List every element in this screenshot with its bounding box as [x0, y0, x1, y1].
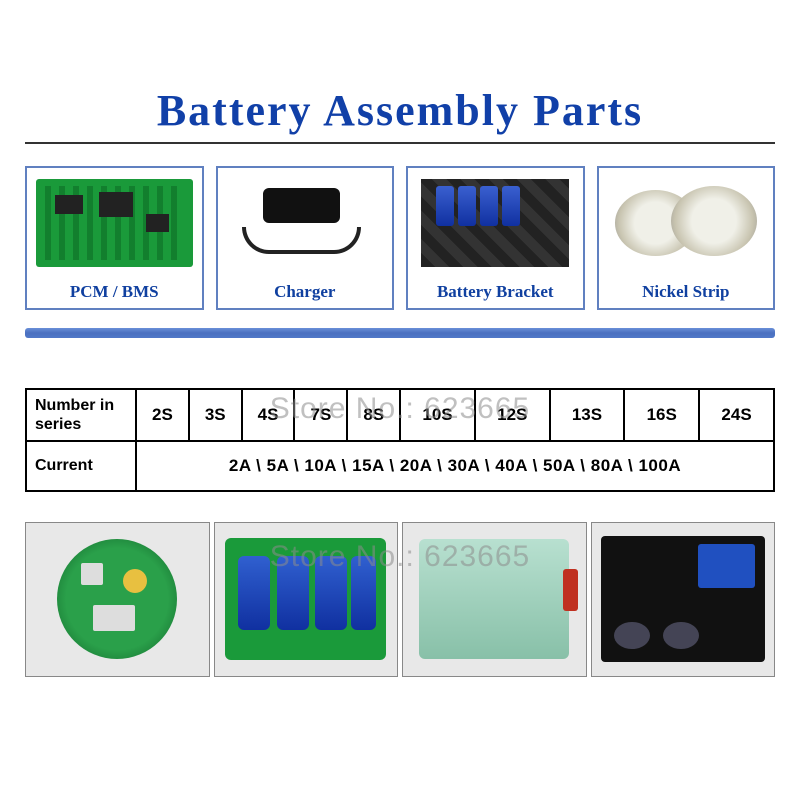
- example-photo-row: [25, 522, 775, 677]
- product-card-charger[interactable]: Charger: [216, 166, 395, 310]
- series-cell: 24S: [699, 389, 774, 441]
- series-cell: 2S: [136, 389, 189, 441]
- product-label: Charger: [218, 278, 393, 308]
- battery-bracket-image: [408, 168, 583, 278]
- nickel-strip-image: [599, 168, 774, 278]
- series-row-header: Number in series: [26, 389, 136, 441]
- series-cell: 8S: [347, 389, 400, 441]
- title-underline: [25, 142, 775, 144]
- current-row-header: Current: [26, 441, 136, 490]
- product-label: Nickel Strip: [599, 278, 774, 308]
- divider-bar: [25, 328, 775, 338]
- series-cell: 16S: [624, 389, 699, 441]
- product-label: Battery Bracket: [408, 278, 583, 308]
- series-cell: 12S: [475, 389, 550, 441]
- series-row: Number in series 2S 3S 4S 7S 8S 10S 12S …: [26, 389, 774, 441]
- current-row: Current 2A \ 5A \ 10A \ 15A \ 20A \ 30A …: [26, 441, 774, 490]
- series-cell: 4S: [242, 389, 295, 441]
- series-cell: 13S: [550, 389, 625, 441]
- product-label: PCM / BMS: [27, 278, 202, 308]
- pcm-bms-image: [27, 168, 202, 278]
- page-title: Battery Assembly Parts: [25, 85, 775, 136]
- spec-table: Number in series 2S 3S 4S 7S 8S 10S 12S …: [25, 388, 775, 492]
- page-container: Battery Assembly Parts PCM / BMS Charger: [25, 0, 775, 677]
- example-photo-round-pcb: [25, 522, 210, 677]
- example-photo-controller: [591, 522, 776, 677]
- series-cell: 7S: [294, 389, 347, 441]
- product-card-nickel-strip[interactable]: Nickel Strip: [597, 166, 776, 310]
- current-cell: 2A \ 5A \ 10A \ 15A \ 20A \ 30A \ 40A \ …: [136, 441, 774, 490]
- product-card-battery-bracket[interactable]: Battery Bracket: [406, 166, 585, 310]
- series-cell: 3S: [189, 389, 242, 441]
- example-photo-cell-pack: [214, 522, 399, 677]
- product-card-pcm-bms[interactable]: PCM / BMS: [25, 166, 204, 310]
- series-cell: 10S: [400, 389, 475, 441]
- charger-image: [218, 168, 393, 278]
- product-row: PCM / BMS Charger Battery Bracket: [25, 166, 775, 310]
- example-photo-battery-case: [402, 522, 587, 677]
